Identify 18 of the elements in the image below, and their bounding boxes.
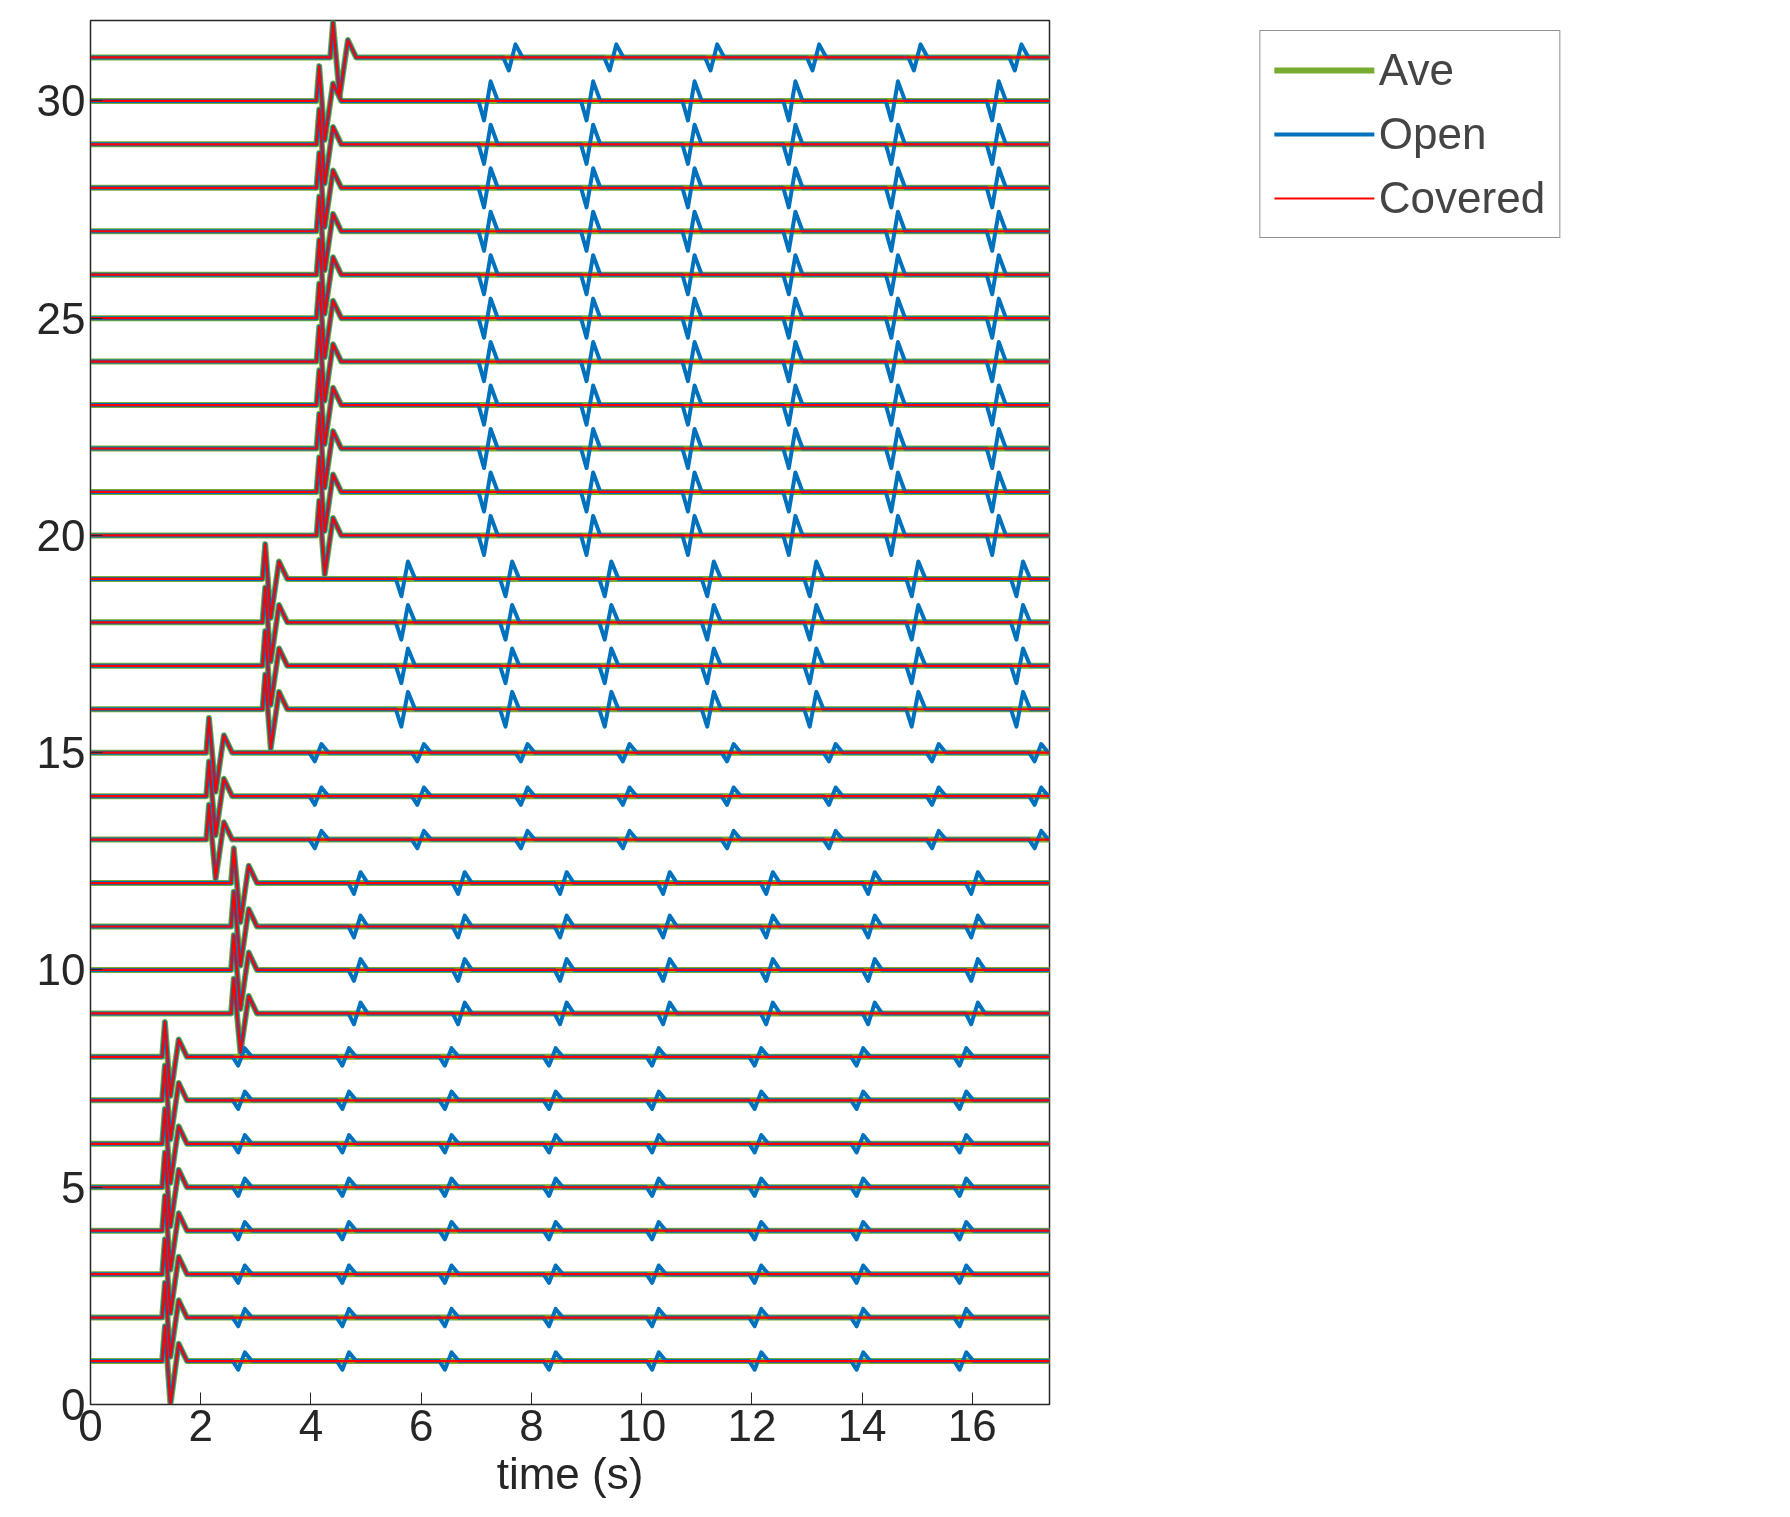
x-tick-label: 16 bbox=[947, 1400, 997, 1450]
y-tick-label: 10 bbox=[36, 945, 86, 995]
x-tick-label: 2 bbox=[188, 1400, 213, 1450]
y-tick-label: 25 bbox=[36, 293, 86, 343]
x-tick-label: 14 bbox=[837, 1400, 887, 1450]
x-tick-label: 4 bbox=[298, 1400, 324, 1450]
y-tick-label: 15 bbox=[36, 728, 86, 778]
x-tick-label: 6 bbox=[408, 1400, 434, 1450]
x-tick-label: 10 bbox=[617, 1400, 667, 1450]
y-tick-label: 30 bbox=[36, 76, 86, 126]
x-tick-label: 8 bbox=[519, 1400, 544, 1450]
legend-label: Ave bbox=[1378, 45, 1454, 95]
y-tick-label: 20 bbox=[36, 510, 86, 560]
y-tick-label: 5 bbox=[61, 1162, 86, 1212]
legend-label: Covered bbox=[1378, 173, 1546, 223]
legend-label: Open bbox=[1378, 109, 1487, 159]
x-tick-label: 12 bbox=[727, 1400, 777, 1450]
x-axis-title: time (s) bbox=[496, 1448, 644, 1498]
